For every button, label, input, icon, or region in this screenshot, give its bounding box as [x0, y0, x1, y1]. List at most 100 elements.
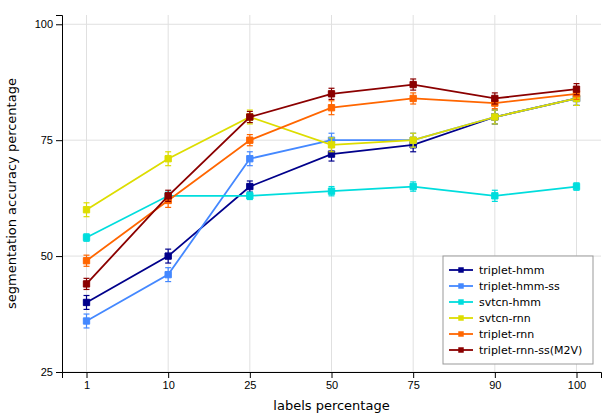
error-bar-cap [410, 151, 416, 152]
error-bar-cap [247, 145, 253, 146]
x-tick-mark [168, 372, 169, 378]
error-bar-cap [84, 327, 90, 328]
data-area [83, 79, 579, 328]
legend-item: svtcn-rnn [449, 312, 531, 325]
marker [492, 114, 498, 120]
error-bar-cap [165, 267, 171, 268]
marker [247, 183, 253, 189]
series-line [87, 85, 577, 284]
error-bar-cap [574, 105, 580, 106]
error-bar-cap [492, 123, 498, 124]
error-bar-cap [329, 151, 335, 152]
marker [165, 156, 171, 162]
error-bar-cap [492, 109, 498, 110]
series [83, 182, 579, 241]
marker [410, 137, 416, 143]
x-tick-label: 25 [244, 379, 256, 391]
error-bar [165, 249, 171, 263]
marker [247, 114, 253, 120]
error-bar-cap [410, 92, 416, 93]
y-tick: 50 [41, 250, 62, 262]
error-bar-cap [165, 207, 171, 208]
error-bar-cap [329, 195, 335, 196]
marker [492, 193, 498, 199]
error-bar-cap [84, 216, 90, 217]
error-bar [84, 203, 90, 217]
error-bar-cap [247, 111, 253, 112]
y-tick: 25 [41, 366, 62, 378]
marker [83, 281, 89, 287]
grid [62, 15, 601, 372]
error-bar [492, 93, 498, 104]
error-bar-cap [410, 147, 416, 148]
x-tick-mark [495, 372, 496, 378]
x-tick-label: 75 [408, 379, 420, 391]
y-axis: 255075100 [35, 16, 63, 379]
error-bar [410, 133, 416, 147]
series-line [87, 98, 577, 209]
error-bar-cap [165, 151, 171, 152]
error-bar-cap [247, 123, 253, 124]
error-bar-cap [84, 309, 90, 310]
error-bar [247, 111, 253, 122]
x-tick-mark [87, 372, 88, 378]
error-bar [329, 88, 335, 99]
marker [83, 318, 89, 324]
x-tick-label: 1 [84, 379, 90, 391]
legend-label: svtcn-hmm [479, 296, 541, 309]
marker [247, 137, 253, 143]
error-bar [165, 152, 171, 166]
legend-label: triplet-rnn-ss(M2V) [479, 344, 582, 357]
error-bar-cap [247, 180, 253, 181]
grid-line [413, 15, 414, 372]
marker [410, 95, 416, 101]
error-bar-cap [247, 165, 253, 166]
series [83, 92, 579, 310]
error-bar [329, 138, 335, 152]
x-axis-title: labels percentage [273, 398, 389, 413]
marker [328, 151, 334, 157]
legend-marker [458, 315, 463, 320]
y-tick-mark [56, 256, 62, 257]
marker [83, 299, 89, 305]
y-tick-mark [56, 372, 62, 373]
error-bar-cap [410, 147, 416, 148]
marker [83, 258, 89, 264]
marker [328, 188, 334, 194]
error-bar [410, 93, 416, 104]
x-tick-mark [413, 372, 414, 378]
legend-label: triplet-hmm [479, 264, 544, 277]
error-bar [492, 110, 498, 124]
legend-marker [458, 267, 463, 272]
marker [328, 105, 334, 111]
x-tick: 50 [326, 372, 338, 391]
marker [573, 183, 579, 189]
error-bar-cap [492, 123, 498, 124]
marker [492, 114, 498, 120]
error-bar-cap [492, 123, 498, 124]
y-tick-mark [56, 140, 62, 141]
y-axis-line [56, 16, 63, 373]
series [83, 92, 579, 217]
x-tick: 75 [408, 372, 420, 391]
legend: triplet-hmm triplet-hmm-ss svtcn-hmm svtcn-… [443, 256, 593, 364]
error-bar [247, 181, 253, 192]
error-bar [247, 192, 253, 199]
y-tick-label: 25 [41, 366, 53, 378]
error-bar-cap [84, 295, 90, 296]
legend-item: triplet-rnn-ss(M2V) [449, 344, 582, 357]
error-bar [84, 234, 90, 241]
y-tick: 100 [35, 18, 62, 30]
error-bar [247, 110, 253, 124]
error-bar-cap [84, 313, 90, 314]
x-tick-label: 50 [326, 379, 338, 391]
legend-item: triplet-rnn [449, 328, 534, 341]
error-bar-cap [165, 190, 171, 191]
error-bar [329, 187, 335, 196]
y-tick-mark [56, 24, 62, 25]
error-bar [84, 278, 90, 289]
legend-marker [458, 299, 463, 304]
legend-item: triplet-hmm-ss [449, 280, 560, 293]
error-bar [329, 101, 335, 115]
marker [410, 183, 416, 189]
